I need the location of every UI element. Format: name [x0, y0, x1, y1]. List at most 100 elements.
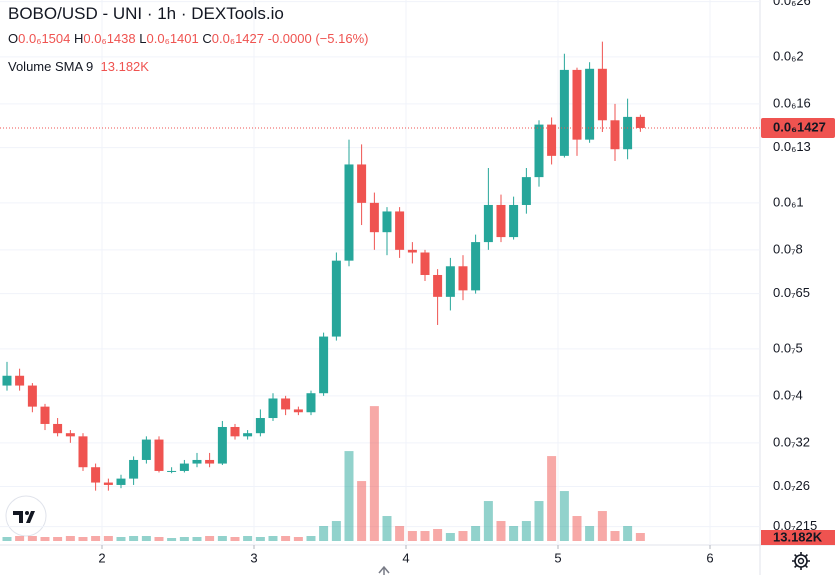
candle-body [597, 68, 607, 121]
volume-bar [547, 456, 557, 541]
candle-body [433, 274, 443, 297]
volume-bar [230, 537, 240, 541]
volume-bar [623, 526, 633, 541]
candle-body [319, 336, 329, 394]
ohlc-key: H [74, 31, 84, 46]
ohlc-key: O [8, 31, 19, 46]
volume-bar [91, 536, 101, 541]
candle-body [167, 470, 177, 472]
volume-bar [2, 537, 12, 541]
candle-body [15, 375, 25, 386]
candle-body [306, 393, 316, 413]
volume-bar [585, 526, 595, 541]
candle-body [559, 69, 569, 156]
volume-bar [217, 536, 227, 541]
candle-body [53, 423, 63, 434]
y-tick-label: 0.0₆26 [773, 0, 811, 8]
candle-body [179, 463, 189, 471]
candle-body [635, 116, 645, 128]
candle-body [141, 439, 151, 460]
volume-bar [154, 537, 164, 541]
candle-body [154, 439, 164, 471]
candle-body [293, 409, 303, 413]
candle-body [420, 252, 430, 275]
y-tick-label: 0.0₇26 [773, 478, 810, 493]
volume-value-axis-label: 13.182K [773, 529, 823, 544]
candle-body [331, 260, 341, 337]
volume-value-box [761, 530, 835, 545]
volume-bar [15, 536, 25, 541]
volume-bar [281, 536, 291, 541]
candle-body [496, 204, 506, 238]
volume-label: Volume SMA 9 [8, 59, 94, 74]
volume-bar [344, 451, 354, 541]
volume-bar [40, 537, 50, 541]
candle-body [65, 433, 75, 437]
volume-bar [27, 536, 37, 541]
scroll-arrow[interactable] [378, 565, 390, 575]
candle-body [192, 459, 202, 464]
volume-bar [433, 529, 443, 541]
candle-body [369, 202, 379, 233]
x-tick-label: 5 [554, 550, 561, 565]
candle-body [395, 211, 405, 250]
volume-bar [395, 526, 405, 541]
candle-body [2, 375, 12, 386]
candle-body [91, 467, 101, 483]
time-axis-bg [0, 545, 835, 575]
volume-bar [129, 536, 139, 541]
volume-bar [116, 537, 126, 541]
y-tick-label: 0.0₆2 [773, 48, 804, 63]
volume-bar [597, 511, 607, 541]
ohlc-value: 0.0₆1427 [211, 31, 265, 46]
candle-body [509, 204, 519, 238]
candle-body [344, 164, 354, 261]
candle-body [483, 204, 493, 243]
last-price-box [761, 117, 835, 138]
volume-bar [509, 526, 519, 541]
x-tick-label: 3 [250, 550, 257, 565]
candle-body [357, 164, 367, 203]
candle-body [255, 418, 265, 434]
candle-body [610, 120, 620, 150]
volume-bar [407, 531, 417, 541]
candle-body [205, 459, 215, 464]
settings-gear[interactable] [792, 552, 810, 570]
candle-body [445, 266, 455, 297]
ohlc-row: O0.0₆1504 H0.0₆1438 L0.0₆1401 C0.0₆1427 … [8, 30, 368, 47]
candle-body [217, 426, 227, 464]
candle-body [230, 426, 240, 437]
y-tick-label: 0.0₇32 [773, 434, 810, 449]
ohlc-value: 0.0₆1504 [18, 31, 71, 46]
candle-body [129, 459, 139, 479]
volume-bar [293, 537, 303, 541]
candle-body [78, 436, 88, 468]
volume-bar [420, 531, 430, 541]
volume-bar [369, 406, 379, 541]
volume-bar [319, 526, 329, 541]
change: -0.0000 (−5.16%) [267, 31, 369, 46]
candle-body [382, 211, 392, 233]
tv-logo[interactable] [5, 495, 47, 537]
volume-bar [179, 537, 189, 541]
volume-bar [255, 537, 265, 541]
volume-bar [483, 501, 493, 541]
candle-body [407, 249, 417, 253]
y-tick-label: 0.0₇215 [773, 518, 817, 533]
candle-body [27, 385, 37, 407]
volume-row: Volume SMA 9 13.182K [8, 58, 368, 75]
volume-bar [458, 531, 468, 541]
y-tick-label: 0.0₆16 [773, 95, 811, 110]
y-tick-label: 0.0₆13 [773, 139, 811, 154]
candle-body [243, 433, 253, 437]
volume-bar [141, 536, 151, 541]
volume-bar [53, 537, 63, 541]
candle-body [585, 68, 595, 140]
volume-bar [243, 536, 253, 541]
volume-bar [103, 536, 113, 541]
volume-bar [306, 536, 316, 541]
volume-bar [610, 531, 620, 541]
y-tick-label: 0.0₇65 [773, 285, 810, 300]
